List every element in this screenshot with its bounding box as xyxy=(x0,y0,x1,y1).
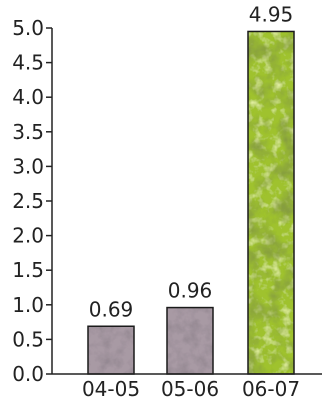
bar-value-label: 4.95 xyxy=(249,2,294,26)
y-tick-label: 4.5 xyxy=(12,51,44,75)
x-category-label: 06-07 xyxy=(242,377,300,398)
bar-06-07 xyxy=(248,31,294,375)
bar-value-label: 0.96 xyxy=(168,279,213,303)
x-category-label: 04-05 xyxy=(82,377,140,398)
bar-05-06 xyxy=(167,307,213,374)
y-tick-label: 1.5 xyxy=(12,258,44,282)
y-tick-label: 3.0 xyxy=(12,154,44,178)
bar-04-05 xyxy=(88,326,134,374)
category-labels: 04-05 05-06 06-07 xyxy=(82,377,300,398)
y-tick-label: 0.0 xyxy=(12,362,44,386)
bars xyxy=(87,30,295,375)
y-axis-ticks: 0.0 0.5 1.0 1.5 2.0 2.5 3.0 3.5 4.0 4.5 5.0 xyxy=(12,16,52,386)
y-tick-label: 1.0 xyxy=(12,293,44,317)
y-tick-label: 2.5 xyxy=(12,189,44,213)
bar-value-label: 0.69 xyxy=(89,297,134,321)
y-tick-label: 0.5 xyxy=(12,327,44,351)
y-tick-label: 3.5 xyxy=(12,120,44,144)
x-category-label: 05-06 xyxy=(161,377,219,398)
y-tick-label: 5.0 xyxy=(12,16,44,40)
y-tick-label: 4.0 xyxy=(12,85,44,109)
y-tick-label: 2.0 xyxy=(12,224,44,248)
value-labels: 0.69 0.96 4.95 xyxy=(89,2,294,321)
